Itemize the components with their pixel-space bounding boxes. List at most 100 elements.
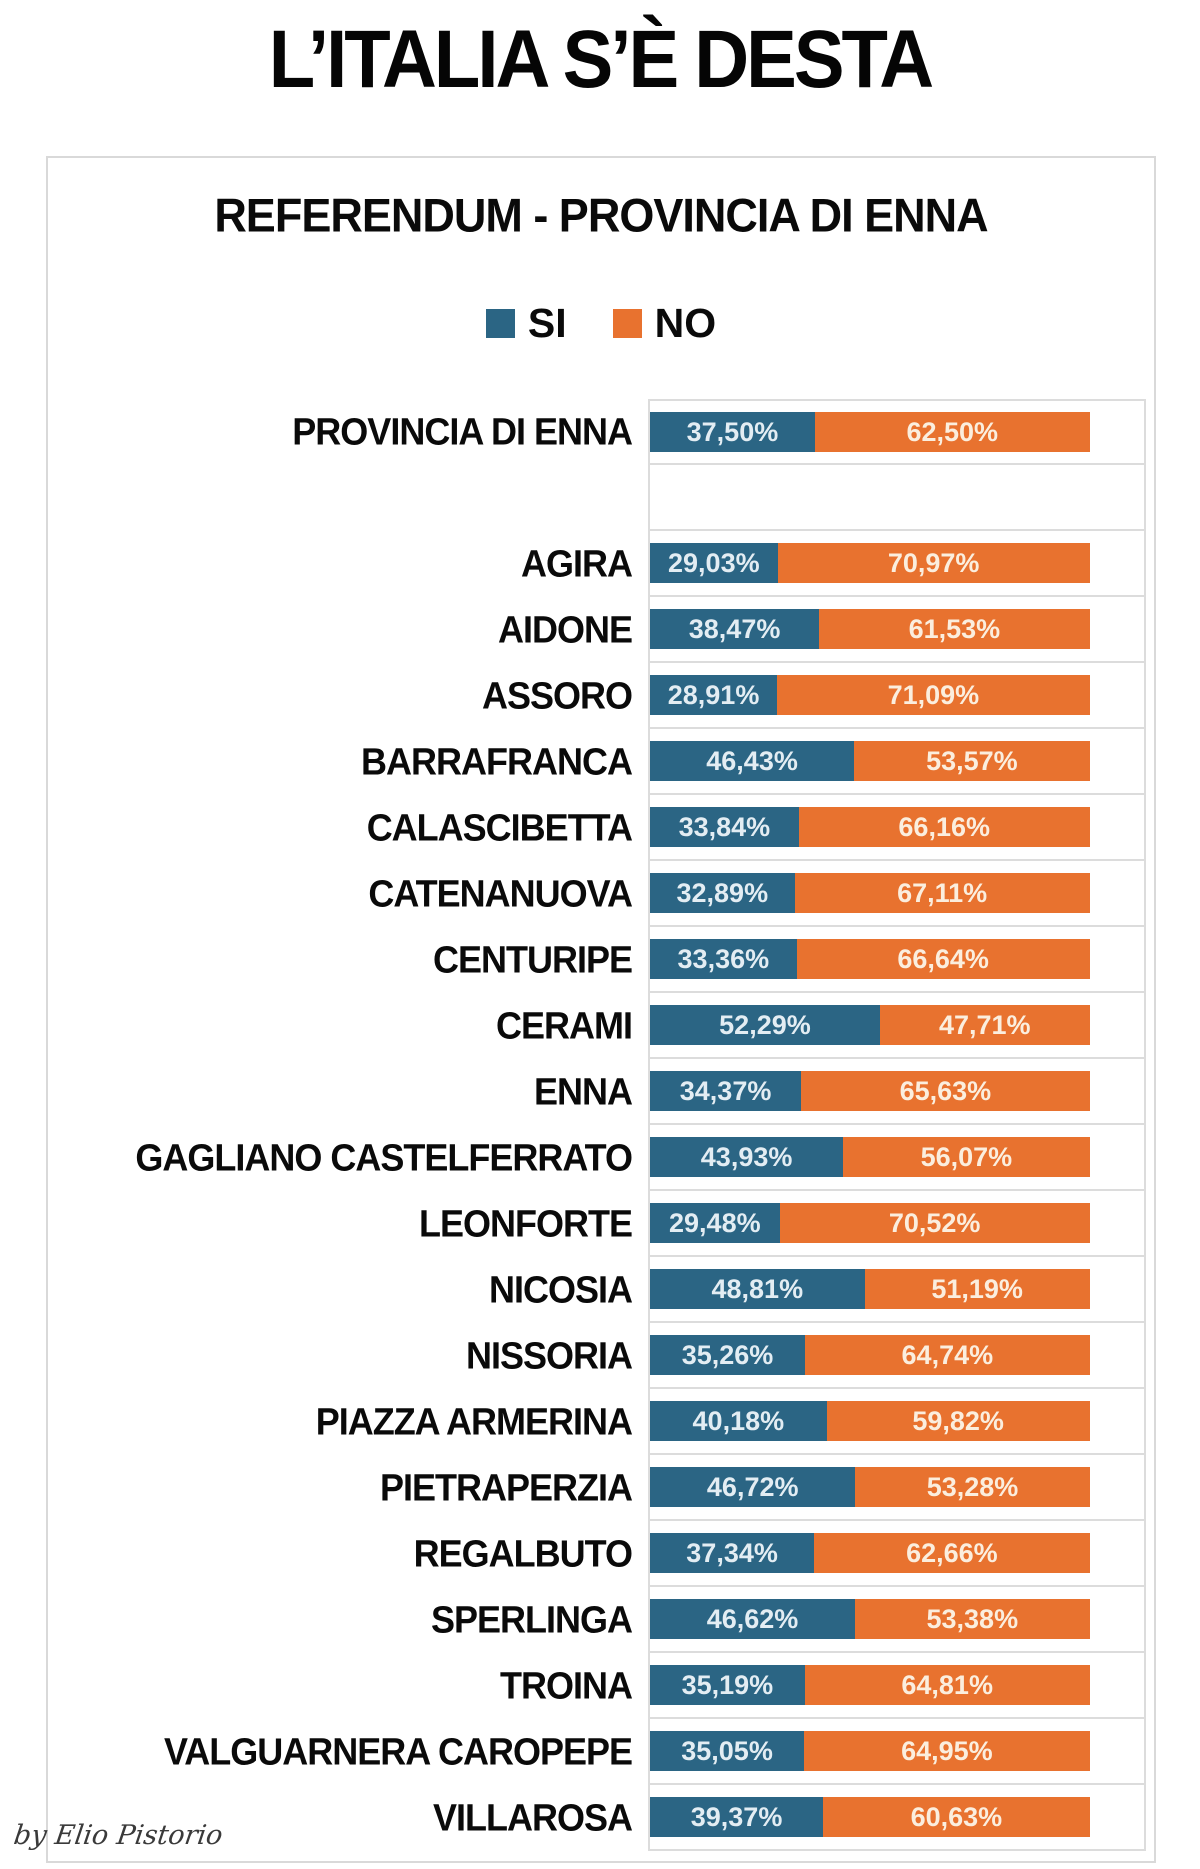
si-bar-segment: 52,29% [650, 1005, 880, 1045]
no-bar-segment: 53,38% [854, 1599, 1090, 1639]
no-bar-segment: 56,07% [843, 1137, 1090, 1177]
bar-row: CENTURIPE 33,36% 66,64% [56, 927, 1146, 993]
row-plot: 33,84% 66,16% [648, 795, 1146, 861]
row-label: SPERLINGA [430, 1597, 633, 1641]
bar-track: 33,84% 66,16% [650, 807, 1090, 847]
row-plot: 43,93% 56,07% [648, 1125, 1146, 1191]
si-bar-segment: 32,89% [650, 873, 795, 913]
row-plot: 35,26% 64,74% [648, 1323, 1146, 1389]
bar-track: 43,93% 56,07% [650, 1137, 1090, 1177]
no-bar-segment: 47,71% [879, 1005, 1090, 1045]
si-value-label: 29,48% [669, 1207, 761, 1238]
row-label: AIDONE [497, 607, 633, 651]
chart-title: REFERENDUM - PROVINCIA DI ENNA [214, 188, 988, 243]
row-label: NICOSIA [488, 1267, 633, 1311]
bar-track: 39,37% 60,63% [650, 1797, 1090, 1837]
bar-row: TROINA 35,19% 64,81% [56, 1653, 1146, 1719]
no-value-label: 66,16% [898, 811, 990, 842]
row-label: NISSORIA [465, 1333, 633, 1377]
row-plot: 34,37% 65,63% [648, 1059, 1146, 1125]
si-bar-segment: 39,37% [650, 1797, 824, 1837]
no-value-label: 47,71% [938, 1009, 1031, 1040]
bar-track: 37,50% 62,50% [650, 412, 1090, 452]
si-bar-segment: 37,34% [650, 1533, 815, 1573]
no-bar-segment: 64,95% [804, 1731, 1090, 1771]
bar-track: 48,81% 51,19% [650, 1269, 1090, 1309]
no-bar-segment: 67,11% [794, 873, 1090, 913]
no-value-label: 64,81% [901, 1669, 993, 1700]
row-plot: 40,18% 59,82% [648, 1389, 1146, 1455]
bar-row: PIETRAPERZIA 46,72% 53,28% [56, 1455, 1146, 1521]
row-label: CATENANUOVA [368, 871, 633, 915]
no-bar-segment: 70,97% [777, 543, 1090, 583]
row-plot: 38,47% 61,53% [648, 597, 1146, 663]
row-label: BARRAFRANCA [361, 739, 633, 783]
si-value-label: 28,91% [667, 679, 760, 710]
si-bar-segment: 48,81% [650, 1269, 865, 1309]
no-bar-segment: 70,52% [779, 1203, 1090, 1243]
bar-track: 46,43% 53,57% [650, 741, 1090, 781]
no-value-label: 53,38% [926, 1603, 1019, 1634]
row-label: PIETRAPERZIA [379, 1465, 633, 1509]
bar-track: 35,19% 64,81% [650, 1665, 1090, 1705]
bar-track: 29,48% 70,52% [650, 1203, 1090, 1243]
legend-item-si: SI [485, 300, 567, 347]
si-legend-swatch [485, 309, 515, 338]
si-bar-segment: 29,48% [650, 1203, 780, 1243]
si-value-label: 46,43% [706, 745, 798, 776]
no-bar-segment: 51,19% [864, 1269, 1090, 1309]
si-value-label: 34,37% [679, 1075, 772, 1106]
chart-panel: REFERENDUM - PROVINCIA DI ENNA SI NO PRO… [46, 156, 1156, 1863]
bar-track: 35,05% 64,95% [650, 1731, 1090, 1771]
no-legend-label: NO [654, 300, 717, 346]
si-bar-segment: 35,05% [650, 1731, 805, 1771]
row-label: TROINA [500, 1663, 633, 1707]
row-plot: 29,03% 70,97% [648, 531, 1146, 597]
no-bar-segment: 66,64% [796, 939, 1090, 979]
si-value-label: 43,93% [700, 1141, 793, 1172]
bar-track: 32,89% 67,11% [650, 873, 1090, 913]
no-value-label: 71,09% [887, 679, 980, 710]
si-value-label: 33,84% [678, 811, 771, 842]
no-value-label: 53,57% [926, 745, 1018, 776]
si-bar-segment: 43,93% [650, 1137, 844, 1177]
row-label: CALASCIBETTA [366, 805, 633, 849]
si-bar-segment: 35,19% [650, 1665, 805, 1705]
bar-track: 35,26% 64,74% [650, 1335, 1090, 1375]
row-label: REGALBUTO [413, 1531, 633, 1575]
row-plot: 52,29% 47,71% [648, 993, 1146, 1059]
no-value-label: 62,50% [906, 416, 999, 447]
no-bar-segment: 65,63% [801, 1071, 1090, 1111]
si-value-label: 29,03% [668, 547, 760, 578]
no-value-label: 66,64% [897, 943, 989, 974]
bar-row: AIDONE 38,47% 61,53% [56, 597, 1146, 663]
no-value-label: 61,53% [908, 613, 1001, 644]
row-plot: 37,50% 62,50% [648, 399, 1146, 465]
bar-row: VILLAROSA 39,37% 60,63% [56, 1785, 1146, 1851]
si-value-label: 33,36% [677, 943, 770, 974]
no-value-label: 56,07% [920, 1141, 1013, 1172]
row-plot: 46,72% 53,28% [648, 1455, 1146, 1521]
row-plot: 33,36% 66,64% [648, 927, 1146, 993]
si-value-label: 35,19% [681, 1669, 774, 1700]
row-label: ASSORO [481, 673, 633, 717]
bar-track: 29,03% 70,97% [650, 543, 1090, 583]
si-bar-segment: 46,43% [650, 741, 855, 781]
si-bar-segment: 37,50% [650, 412, 815, 452]
no-bar-segment: 62,66% [814, 1533, 1090, 1573]
bar-row: VALGUARNERA CAROPEPE 35,05% 64,95% [56, 1719, 1146, 1785]
no-bar-segment: 53,28% [855, 1467, 1090, 1507]
bar-track: 40,18% 59,82% [650, 1401, 1090, 1441]
no-bar-segment: 62,50% [814, 412, 1090, 452]
bar-track: 28,91% 71,09% [650, 675, 1090, 715]
row-label: CERAMI [496, 1003, 633, 1047]
row-plot: 32,89% 67,11% [648, 861, 1146, 927]
no-value-label: 70,97% [887, 547, 980, 578]
no-value-label: 65,63% [899, 1075, 992, 1106]
si-bar-segment: 40,18% [650, 1401, 827, 1441]
bar-row: PIAZZA ARMERINA 40,18% 59,82% [56, 1389, 1146, 1455]
si-bar-segment: 33,84% [650, 807, 799, 847]
bar-row: REGALBUTO 37,34% 62,66% [56, 1521, 1146, 1587]
row-plot: 35,05% 64,95% [648, 1719, 1146, 1785]
row-plot: 46,43% 53,57% [648, 729, 1146, 795]
